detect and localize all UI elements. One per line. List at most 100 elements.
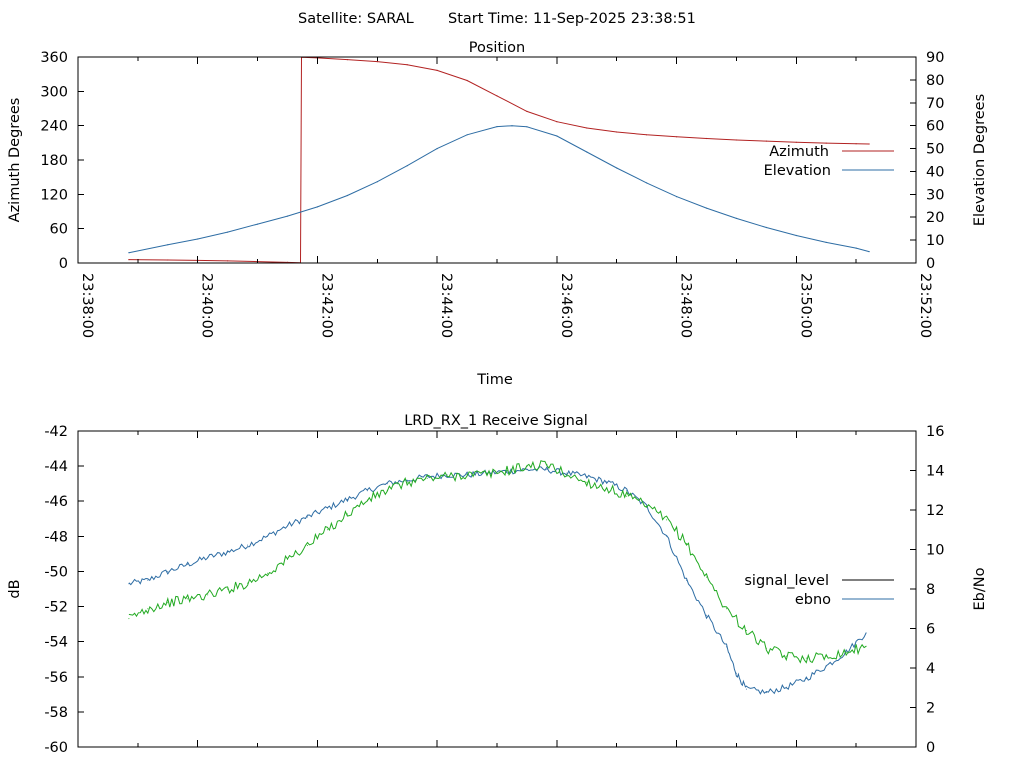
signal-level-point xyxy=(307,516,308,518)
position-plot-frame xyxy=(77,56,917,264)
point-azimuth xyxy=(556,121,558,123)
position-y-tick-label: 360 xyxy=(40,50,68,66)
receive-y2-tick-label: 0 xyxy=(926,740,935,756)
receive-y2-tick-label: 8 xyxy=(926,582,935,598)
position-y-tick-label: 180 xyxy=(40,153,68,169)
signal-level-trace xyxy=(128,466,867,695)
receive-series-group xyxy=(128,460,867,695)
receive-y-tick-label: -44 xyxy=(44,459,68,475)
point-elevation xyxy=(128,252,130,254)
ebno-point xyxy=(586,481,588,483)
signal-level-point xyxy=(486,472,488,474)
signal-level-point xyxy=(785,686,787,688)
signal-level-point xyxy=(128,583,130,585)
position-y2-tick-label: 50 xyxy=(926,142,944,158)
receive-y2-tick-label: 2 xyxy=(926,701,935,717)
point-elevation xyxy=(868,251,870,253)
legend-label-azimuth: Azimuth xyxy=(769,144,829,160)
ebno-point xyxy=(366,499,368,501)
ebno-point xyxy=(526,466,528,468)
ebno-point xyxy=(865,645,867,647)
position-x-tick-label: 23:38:00 xyxy=(79,273,95,338)
signal-level-point xyxy=(566,472,568,474)
receive-y2-tick-label: 10 xyxy=(926,543,944,559)
signal-level-point xyxy=(506,470,508,472)
position-y2-axis-label: Elevation Degrees xyxy=(972,94,988,226)
ebno-point xyxy=(227,588,229,590)
point-elevation xyxy=(466,134,468,136)
ebno-point xyxy=(666,519,668,521)
receive-y2-tick-label: 16 xyxy=(926,424,944,440)
signal-level-point xyxy=(267,535,268,537)
ebno-point xyxy=(466,473,468,475)
position-y2-tick-label: 40 xyxy=(926,164,944,180)
point-azimuth xyxy=(735,139,738,141)
signal-level-point xyxy=(706,614,707,616)
point-azimuth xyxy=(586,127,588,129)
legend-label-ebno: ebno xyxy=(795,592,831,608)
ebno-point xyxy=(147,608,149,610)
receive-legend: signal_level ebno xyxy=(744,573,894,608)
signal-level-point xyxy=(586,476,588,478)
ebno-point xyxy=(426,477,428,479)
ebno-point xyxy=(765,647,767,649)
signal-level-point xyxy=(346,499,348,500)
ebno-point xyxy=(267,572,268,574)
receive-y-tick-label: -58 xyxy=(44,705,68,721)
receive-y-tick-label: -52 xyxy=(44,600,68,616)
ebno-point xyxy=(726,608,727,610)
point-elevation xyxy=(346,194,348,197)
position-y-tick-label: 120 xyxy=(40,187,68,203)
point-azimuth xyxy=(765,140,768,142)
point-elevation xyxy=(676,196,678,198)
ebno-point xyxy=(307,545,308,546)
receive-y2-tick-label: 12 xyxy=(926,503,944,519)
ebno-point xyxy=(686,543,687,545)
ebno-point xyxy=(805,657,807,659)
point-elevation xyxy=(257,223,259,225)
point-azimuth xyxy=(466,79,468,82)
signal-level-point xyxy=(247,544,249,546)
position-y-tick-label: 300 xyxy=(40,84,68,100)
point-elevation xyxy=(316,206,318,208)
point-azimuth xyxy=(526,110,528,112)
receive-y-tick-label: -42 xyxy=(44,424,68,440)
point-elevation xyxy=(526,126,528,128)
point-elevation xyxy=(586,151,588,153)
ebno-point xyxy=(785,655,787,657)
ebno-point xyxy=(646,505,648,507)
position-y-tick-label: 240 xyxy=(40,119,68,135)
point-azimuth xyxy=(616,131,618,133)
position-y2-tick-label: 60 xyxy=(926,119,944,135)
point-elevation xyxy=(825,241,827,243)
ebno-point xyxy=(167,602,169,604)
point-elevation xyxy=(556,135,558,137)
position-y2-tick-label: 10 xyxy=(926,233,944,249)
signal-level-point xyxy=(187,563,189,565)
signal-level-point xyxy=(326,507,328,509)
signal-level-point xyxy=(666,535,668,537)
position-y2-tick-label: 80 xyxy=(926,73,944,89)
receive-y2-tick-label: 6 xyxy=(926,622,935,638)
position-x-tick-label: 23:44:00 xyxy=(438,273,454,338)
series-line-azimuth xyxy=(128,56,870,264)
receive-y-tick-label: -56 xyxy=(44,670,68,686)
point-elevation xyxy=(197,238,199,240)
position-x-tick-label: 23:46:00 xyxy=(558,273,574,338)
point-azimuth xyxy=(346,59,348,61)
point-azimuth xyxy=(825,142,827,144)
ebno-point xyxy=(546,464,548,466)
signal-level-point xyxy=(167,570,169,572)
receive-y2-tick-label: 14 xyxy=(926,464,944,480)
signal-level-point xyxy=(805,678,807,679)
signal-level-point xyxy=(626,490,628,492)
receive-y2-axis-label: Eb/No xyxy=(972,567,988,610)
ebno-point xyxy=(446,475,448,477)
point-azimuth xyxy=(128,259,130,261)
ebno-point xyxy=(506,470,508,471)
signal-level-point xyxy=(765,692,767,694)
ebno-point xyxy=(207,594,209,596)
signal-level-point xyxy=(825,665,827,667)
signal-level-point xyxy=(386,483,388,485)
ebno-point xyxy=(287,558,288,560)
